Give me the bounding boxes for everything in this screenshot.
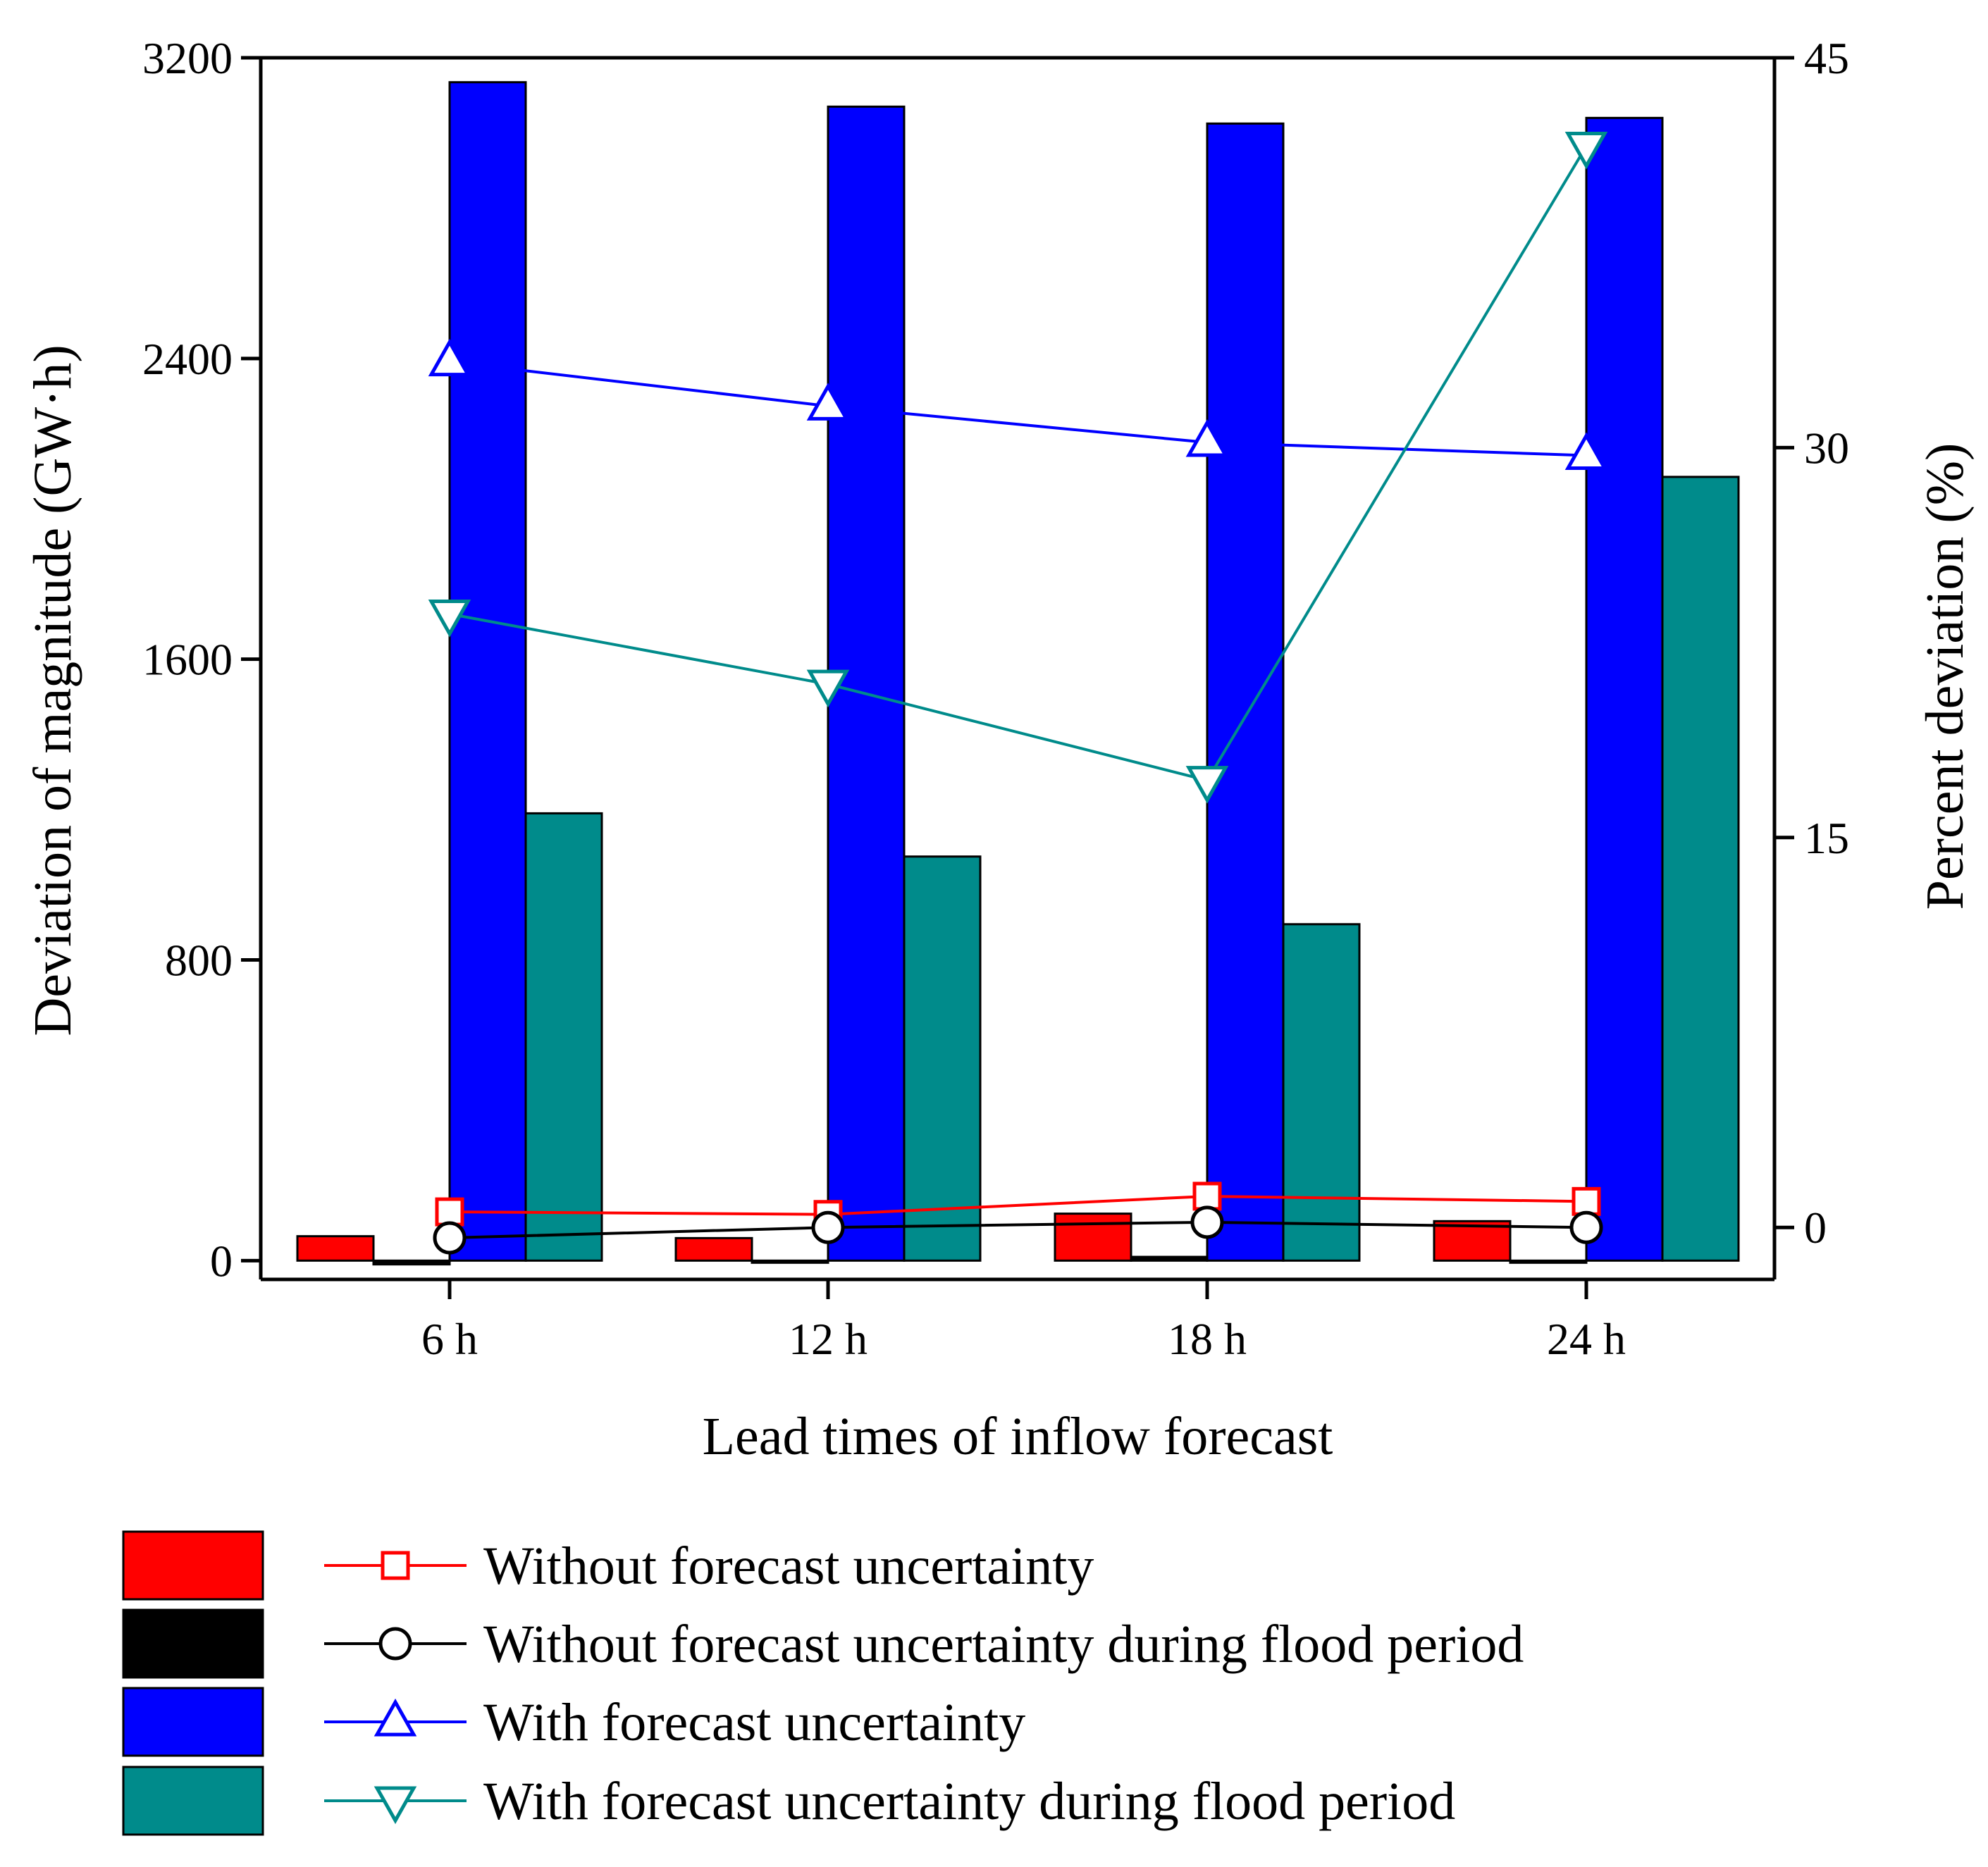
line-point-series1-24h: [1572, 1186, 1601, 1216]
x-axis-title: Lead times of inflow forecast: [703, 1407, 1333, 1466]
line-series2: [449, 1220, 1587, 1239]
line-point-series3-24h: [1564, 432, 1608, 470]
bar-series2-24h: [1509, 1259, 1588, 1264]
y-tick-label: 800: [165, 935, 233, 985]
legend-marker-1: [381, 1551, 410, 1580]
lines-layer: [428, 131, 1608, 1255]
y-right-tick-label: 0: [1804, 1203, 1827, 1253]
bar-series2-18h: [1130, 1255, 1209, 1262]
bar-series4-6h: [524, 812, 603, 1262]
line-point-series2-18h: [1190, 1205, 1224, 1239]
bar-series1-6h: [296, 1235, 375, 1262]
axes-layer: [259, 56, 1777, 1282]
x-tick-label: 24 h: [1547, 1314, 1626, 1364]
x-tick-label: 6 h: [421, 1314, 478, 1364]
legend-marker-2: [378, 1627, 412, 1661]
legend-swatch-2: [122, 1608, 264, 1679]
x-tick-label: 12 h: [789, 1314, 868, 1364]
line-point-series4-24h: [1564, 131, 1608, 170]
y-right-tick-label: 30: [1804, 423, 1849, 473]
bar-series3-6h: [448, 81, 527, 1262]
legend-marker-3: [373, 1698, 417, 1737]
line-series4: [449, 145, 1588, 782]
line-series3: [449, 360, 1587, 457]
y-tick-label: 0: [210, 1236, 233, 1286]
bar-series3-24h: [1585, 116, 1664, 1262]
bar-series4-18h: [1282, 923, 1361, 1262]
y-right-axis-title: Percent deviation (%): [1915, 443, 1975, 910]
line-point-series1-6h: [435, 1197, 464, 1227]
line-point-series3-12h: [806, 383, 850, 421]
line-point-series2-24h: [1569, 1210, 1603, 1244]
legend-label-4: With forecast uncertainty during flood p…: [483, 1772, 1455, 1831]
y-tick-label: 1600: [142, 635, 233, 685]
bar-series4-24h: [1661, 476, 1740, 1262]
legend-swatch-4: [122, 1766, 264, 1836]
bars-layer: [296, 81, 1740, 1266]
line-point-series2-6h: [433, 1221, 467, 1255]
legend-swatch-1: [122, 1530, 264, 1601]
legend-swatch-3: [122, 1687, 264, 1757]
bar-series2-6h: [372, 1259, 451, 1266]
bar-series1-12h: [674, 1236, 753, 1262]
line-point-series4-6h: [428, 600, 471, 638]
line-point-series4-18h: [1185, 766, 1229, 804]
y-tick-label: 3200: [142, 33, 233, 83]
line-point-series1-18h: [1192, 1181, 1222, 1211]
line-point-series4-12h: [806, 669, 850, 708]
x-tick-label: 18 h: [1168, 1314, 1247, 1364]
line-point-series2-12h: [811, 1210, 845, 1244]
line-point-series3-18h: [1185, 418, 1229, 457]
legend-label-3: With forecast uncertainty: [483, 1693, 1025, 1752]
ticks-layer: 0 800 1600 2400 3200 0 15 30 45 6 h 12 h 18 h 24 h: [142, 33, 1849, 1364]
legend: Without forecast uncertainty Without fore…: [122, 1530, 1524, 1836]
bar-series1-18h: [1054, 1212, 1132, 1262]
y-tick-label: 2400: [142, 334, 233, 384]
bar-series3-18h: [1206, 122, 1285, 1262]
bar-series1-24h: [1433, 1220, 1512, 1262]
y-axis-title: Deviation of magnitude (GW·h): [23, 345, 82, 1036]
legend-marker-4: [373, 1786, 417, 1825]
bar-series2-12h: [751, 1259, 829, 1264]
line-series1: [449, 1194, 1587, 1216]
legend-label-1: Without forecast uncertainty: [483, 1537, 1094, 1596]
y-right-tick-label: 15: [1804, 813, 1849, 863]
legend-label-2: Without forecast uncertainty during floo…: [483, 1615, 1524, 1674]
y-right-tick-label: 45: [1804, 33, 1849, 83]
bar-series4-12h: [903, 855, 982, 1262]
line-point-series3-6h: [428, 338, 471, 377]
